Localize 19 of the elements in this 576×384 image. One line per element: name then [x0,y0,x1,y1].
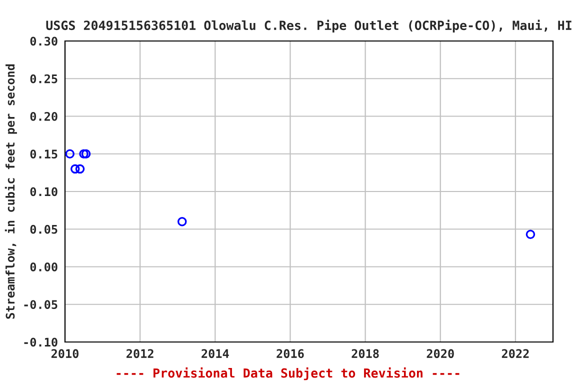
chart-title: USGS 204915156365101 Olowalu C.Res. Pipe Outlet (OCRPipe-CO), Maui, HI [46,20,572,32]
x-tick-label: 2010 [51,349,79,358]
y-tick-label: 0.15 [30,150,58,159]
x-tick-label: 2014 [202,349,229,358]
y-tick-label: 0.20 [30,112,58,121]
y-axis-title: Streamflow, in cubic feet per second [4,64,17,319]
x-tick-label: 2016 [276,349,304,358]
y-tick-label: -0.10 [24,338,58,347]
y-tick-label: 0.30 [30,36,58,46]
x-tick-label: 2018 [352,349,379,358]
y-tick-label: 0.10 [30,187,58,196]
y-tick-label: -0.05 [24,300,58,310]
y-tick-label: 0.05 [30,224,58,234]
y-tick-label: 0.25 [30,74,58,84]
x-tick-label: 2022 [502,349,529,358]
x-tick-label: 2012 [126,349,154,358]
y-tick-label: 0.00 [30,262,58,272]
x-tick-label: 2020 [426,349,454,358]
text: ---- Provisional Data Subject to Revision ---- [116,367,460,380]
